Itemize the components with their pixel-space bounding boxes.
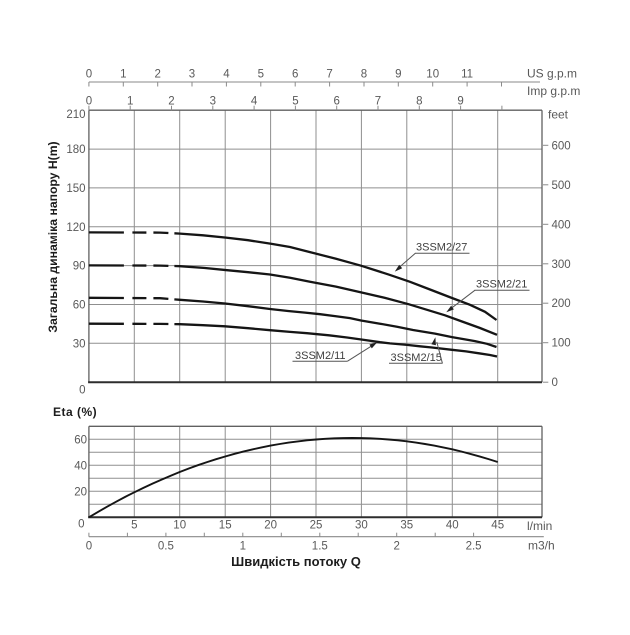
- svg-text:3SSM2/11: 3SSM2/11: [295, 350, 346, 362]
- svg-text:2: 2: [168, 96, 174, 108]
- svg-text:10: 10: [426, 69, 439, 81]
- svg-text:2.5: 2.5: [466, 541, 482, 553]
- svg-text:1.5: 1.5: [312, 541, 328, 553]
- svg-text:3: 3: [189, 69, 195, 81]
- svg-text:0: 0: [78, 519, 84, 531]
- svg-text:US g.p.m: US g.p.m: [527, 67, 577, 81]
- svg-text:7: 7: [375, 96, 381, 108]
- svg-text:4: 4: [223, 69, 230, 81]
- svg-text:45: 45: [491, 520, 504, 532]
- svg-text:600: 600: [552, 140, 571, 152]
- svg-text:1: 1: [120, 69, 126, 81]
- svg-text:8: 8: [361, 69, 367, 81]
- svg-text:0: 0: [79, 385, 85, 397]
- svg-text:40: 40: [74, 460, 87, 472]
- svg-text:100: 100: [552, 338, 571, 350]
- svg-text:7: 7: [326, 69, 332, 81]
- svg-text:0: 0: [86, 96, 92, 108]
- svg-text:Imp g.p.m: Imp g.p.m: [527, 84, 580, 98]
- svg-text:35: 35: [400, 520, 413, 532]
- svg-text:10: 10: [173, 520, 186, 532]
- svg-text:60: 60: [74, 434, 87, 446]
- svg-text:feet: feet: [548, 108, 569, 122]
- svg-text:2: 2: [154, 69, 160, 81]
- svg-text:6: 6: [292, 69, 298, 81]
- svg-text:8: 8: [416, 96, 422, 108]
- svg-text:60: 60: [73, 300, 86, 312]
- svg-text:m3/h: m3/h: [528, 539, 555, 553]
- svg-text:1: 1: [127, 96, 133, 108]
- svg-text:5: 5: [131, 520, 137, 532]
- svg-text:20: 20: [264, 520, 277, 532]
- svg-text:20: 20: [74, 486, 87, 498]
- svg-text:1: 1: [240, 541, 246, 553]
- svg-text:5: 5: [292, 96, 298, 108]
- svg-text:3SSM2/27: 3SSM2/27: [416, 242, 467, 254]
- svg-text:Загальна динаміка напору H(m): Загальна динаміка напору H(m): [46, 141, 60, 332]
- svg-text:11: 11: [461, 69, 473, 81]
- svg-text:30: 30: [355, 520, 368, 532]
- svg-text:0: 0: [552, 377, 558, 389]
- svg-text:0: 0: [86, 69, 92, 81]
- svg-text:4: 4: [251, 96, 258, 108]
- svg-text:400: 400: [552, 219, 571, 231]
- svg-text:l/min: l/min: [527, 519, 552, 533]
- svg-text:3: 3: [210, 96, 216, 108]
- svg-text:210: 210: [66, 109, 85, 121]
- svg-text:9: 9: [457, 96, 463, 108]
- svg-text:150: 150: [66, 183, 85, 195]
- svg-text:3SSM2/21: 3SSM2/21: [476, 278, 527, 290]
- svg-text:120: 120: [66, 222, 85, 234]
- svg-text:15: 15: [219, 520, 232, 532]
- svg-text:2: 2: [393, 541, 399, 553]
- svg-text:500: 500: [552, 180, 571, 192]
- svg-text:300: 300: [552, 259, 571, 271]
- svg-text:5: 5: [258, 69, 264, 81]
- svg-text:25: 25: [310, 520, 323, 532]
- svg-text:6: 6: [333, 96, 339, 108]
- svg-text:90: 90: [73, 261, 86, 273]
- svg-text:3SSM2/15: 3SSM2/15: [391, 352, 442, 364]
- svg-text:180: 180: [66, 144, 85, 156]
- svg-text:0: 0: [86, 541, 92, 553]
- svg-text:Eta (%): Eta (%): [53, 405, 97, 419]
- svg-text:Швидкість потоку Q: Швидкість потоку Q: [231, 554, 361, 569]
- svg-text:30: 30: [73, 338, 86, 350]
- svg-text:200: 200: [552, 298, 571, 310]
- svg-text:9: 9: [395, 69, 401, 81]
- svg-text:40: 40: [446, 520, 459, 532]
- svg-text:0.5: 0.5: [158, 541, 174, 553]
